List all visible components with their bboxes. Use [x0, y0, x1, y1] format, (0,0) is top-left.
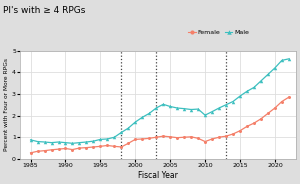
Legend: Female, Male: Female, Male [188, 30, 249, 35]
Y-axis label: Percent with Four or More RPGs: Percent with Four or More RPGs [4, 58, 9, 151]
Text: PI's with ≥ 4 RPGs: PI's with ≥ 4 RPGs [3, 6, 85, 15]
X-axis label: Fiscal Year: Fiscal Year [138, 171, 178, 180]
